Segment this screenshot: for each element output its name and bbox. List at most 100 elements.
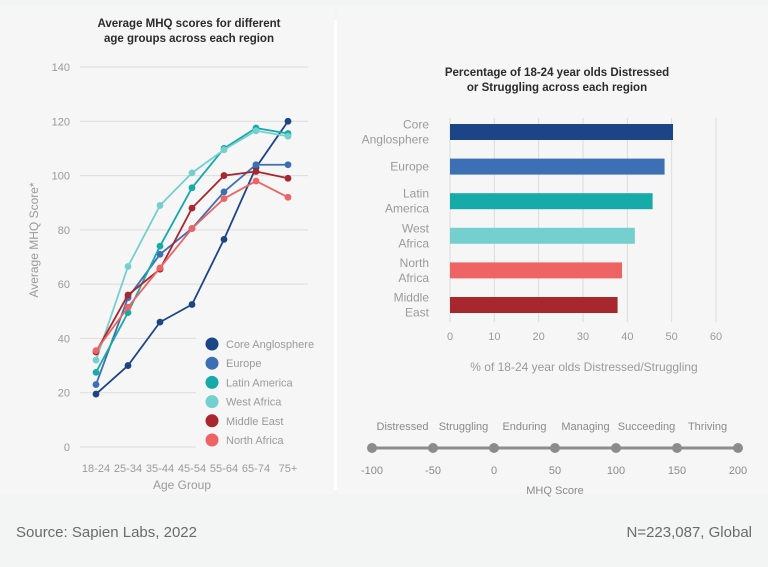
data-point <box>284 193 292 201</box>
mhq-scale-point <box>733 443 743 453</box>
x-tick-label: 25-34 <box>114 463 142 475</box>
y-tick-label: 100 <box>52 171 70 183</box>
data-point <box>252 168 260 175</box>
bar-category-label: Middle <box>394 291 430 305</box>
legend-label: Middle East <box>226 416 283 428</box>
data-point <box>220 235 228 243</box>
legend-label: West Africa <box>226 397 282 409</box>
bar <box>450 124 673 140</box>
mhq-scale-point <box>672 443 682 453</box>
data-point <box>252 177 260 185</box>
line-chart-title: age groups across each region <box>104 33 274 45</box>
y-tick-label: 60 <box>58 279 70 291</box>
bar-category-label: Latin <box>403 187 429 201</box>
mhq-scale-tick-label: 200 <box>729 465 747 477</box>
mhq-scale-point <box>489 443 499 453</box>
x-tick-label: 35-44 <box>146 463 174 475</box>
data-point <box>92 381 100 388</box>
bar-category-label: Europe <box>390 160 429 174</box>
bar-category-label: Anglosphere <box>362 133 430 147</box>
x-tick-label: 65-74 <box>242 463 270 475</box>
bar-chart-panel <box>337 6 768 494</box>
data-point <box>156 264 164 272</box>
data-point <box>188 169 196 177</box>
mhq-scale-tick-label: 0 <box>491 465 497 477</box>
bar-x-tick-label: 30 <box>577 331 589 343</box>
bar-category-label: West <box>402 221 430 235</box>
mhq-scale-tick-label: 150 <box>668 465 686 477</box>
data-point <box>284 117 292 125</box>
mhq-category-label: Distressed <box>377 421 429 433</box>
x-tick-label: 18-24 <box>82 463 110 475</box>
bar-category-label: East <box>405 306 430 320</box>
data-point <box>220 146 228 154</box>
mhq-category-label: Succeeding <box>618 421 676 433</box>
series-line-middle-east <box>95 170 289 353</box>
y-tick-label: 20 <box>58 388 70 400</box>
sample-size-note: N=223,087, Global <box>626 524 752 541</box>
source-note: Source: Sapien Labs, 2022 <box>16 524 197 541</box>
data-point <box>124 362 132 369</box>
data-point <box>220 188 228 196</box>
legend-marker <box>205 337 219 351</box>
y-tick-label: 80 <box>58 225 70 237</box>
data-point <box>156 318 164 326</box>
legend-marker <box>205 395 219 409</box>
data-point <box>156 250 164 258</box>
data-point <box>156 202 164 209</box>
data-point <box>188 225 196 232</box>
data-point <box>92 347 100 355</box>
bar <box>450 297 618 313</box>
mhq-category-label: Managing <box>561 421 609 433</box>
bar-category-label: Africa <box>398 271 429 285</box>
data-point <box>284 161 292 169</box>
y-tick-label: 40 <box>58 333 70 345</box>
bar-chart-title: or Struggling across each region <box>467 82 647 94</box>
mhq-scale-tick-label: 100 <box>607 465 625 477</box>
bar-x-tick-label: 50 <box>666 331 678 343</box>
bar <box>450 227 635 244</box>
bar <box>450 158 665 175</box>
mhq-scale-point <box>611 443 621 453</box>
series-line-core-anglosphere <box>95 120 289 395</box>
mhq-scale-tick-label: -50 <box>425 465 441 477</box>
mhq-category-label: Enduring <box>502 421 546 433</box>
panel-divider <box>334 20 337 490</box>
bar <box>450 262 623 279</box>
data-point <box>220 172 228 179</box>
bar-x-tick-label: 20 <box>533 331 545 343</box>
legend-label: Core Anglosphere <box>226 339 314 351</box>
legend-label: Latin America <box>226 377 294 389</box>
data-point <box>188 301 196 308</box>
data-point <box>92 368 100 376</box>
data-point <box>252 161 260 169</box>
bar-category-label: North <box>400 256 429 270</box>
legend-label: Europe <box>226 358 261 370</box>
data-point <box>92 390 100 398</box>
bar-chart-title: Percentage of 18-24 year olds Distressed <box>445 67 669 79</box>
line-chart-panel <box>0 6 334 494</box>
mhq-scale-title: MHQ Score <box>526 485 583 497</box>
data-point <box>92 356 100 364</box>
bar-category-label: Africa <box>398 236 429 250</box>
data-point <box>124 263 132 270</box>
data-point <box>284 174 292 182</box>
x-tick-label: 55-64 <box>210 463 238 475</box>
bar-category-label: Core <box>403 118 429 132</box>
data-point <box>124 303 132 311</box>
bar-x-axis-title: % of 18-24 year olds Distressed/Struggli… <box>470 360 697 374</box>
data-point <box>220 195 228 203</box>
y-tick-label: 0 <box>64 442 70 454</box>
legend-marker <box>205 375 219 389</box>
y-tick-label: 140 <box>52 62 70 74</box>
mhq-scale-tick-label: -100 <box>361 465 383 477</box>
legend-label: North Africa <box>226 435 284 447</box>
bar-x-tick-label: 60 <box>710 331 722 343</box>
data-point <box>188 184 196 192</box>
legend-marker <box>205 433 219 447</box>
x-tick-label: 75+ <box>279 463 298 475</box>
mhq-scale-tick-label: 50 <box>549 465 561 477</box>
legend-marker <box>205 414 219 428</box>
bar-category-label: America <box>385 202 429 216</box>
bar-x-tick-label: 40 <box>621 331 633 343</box>
